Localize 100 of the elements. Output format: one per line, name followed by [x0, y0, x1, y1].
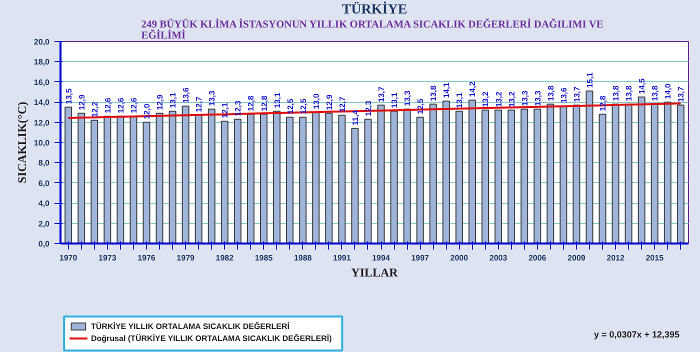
x-axis-title: YILLAR [351, 266, 398, 280]
x-tick-label: 2012 [606, 254, 625, 262]
bar [64, 106, 72, 244]
data-label: 13,8 [546, 84, 556, 102]
data-label: 15,1 [585, 72, 594, 88]
bar [299, 116, 307, 244]
bar [612, 104, 620, 244]
bar [416, 116, 424, 244]
x-tick-label: 1988 [294, 254, 312, 262]
data-label: 14,0 [664, 82, 673, 100]
y-tick-label: 18,0 [34, 58, 50, 67]
data-label: 11,4 [350, 110, 360, 126]
data-label: 13,7 [377, 86, 386, 102]
bar [208, 108, 216, 244]
data-label: 13,8 [429, 84, 438, 102]
data-label: 14,2 [468, 80, 478, 98]
x-tick-label: 1976 [138, 254, 156, 262]
x-tick-label: 1985 [254, 254, 274, 262]
data-label: 13,6 [559, 86, 568, 104]
data-label: 12,9 [77, 94, 86, 110]
data-label: 13,1 [272, 92, 282, 108]
data-label: 12,9 [324, 94, 334, 110]
data-label: 13,3 [403, 90, 412, 106]
y-tick-label: 10,0 [34, 138, 50, 148]
data-label: 12,3 [364, 100, 373, 116]
data-label: 12,3 [234, 100, 243, 116]
data-label: 13,3 [208, 90, 217, 106]
y-tick-label: 16,0 [34, 78, 50, 87]
data-label: 13,3 [520, 90, 530, 106]
bar [468, 100, 476, 244]
bar [338, 114, 346, 244]
x-tick-label: 1994 [372, 254, 390, 262]
bar [246, 114, 254, 244]
data-label: 12,8 [246, 95, 256, 112]
legend-label: Doğrusal (TÜRKİYE YILLIK ORTALAMA SICAKLIK DEĞERLERİ) [91, 333, 332, 343]
data-label: 12,8 [260, 95, 269, 112]
data-label: 12,2 [90, 101, 100, 118]
data-label: 13,5 [64, 88, 74, 104]
y-tick-label: 14,0 [34, 98, 50, 108]
data-label: 14,5 [638, 78, 647, 94]
y-tick-label: 4,0 [38, 199, 50, 208]
bar [168, 110, 176, 244]
bar [598, 114, 606, 244]
bar [534, 108, 542, 244]
bar [508, 110, 516, 244]
bar [560, 106, 568, 244]
bar [586, 90, 594, 244]
bar [130, 116, 138, 244]
data-label: 12,7 [338, 96, 347, 112]
x-tick-label: 2006 [528, 254, 547, 262]
bar [273, 110, 281, 244]
data-label: 12,6 [103, 97, 112, 114]
bar [638, 96, 646, 244]
bar [676, 104, 684, 244]
data-label: 13,2 [481, 91, 490, 108]
bar [286, 116, 294, 244]
bar [142, 122, 150, 244]
bar [494, 110, 502, 244]
data-label: 13,2 [494, 91, 504, 108]
x-tick-label: 1997 [411, 254, 430, 262]
bar [664, 102, 672, 244]
bar [624, 104, 632, 244]
data-label: 13,8 [650, 84, 660, 102]
bar [116, 116, 124, 244]
data-label: 13,8 [612, 84, 621, 102]
bar [403, 108, 411, 244]
y-tick-label: 20,0 [34, 38, 50, 46]
data-label: 12,5 [416, 98, 426, 114]
data-label: 13,6 [182, 86, 191, 104]
legend-label: TÜRKİYE YILLIK ORTALAMA SICAKLIK DEĞERLERİ [91, 321, 290, 331]
y-tick-label: 8,0 [38, 158, 50, 168]
bar [325, 112, 333, 244]
data-label: 13,7 [676, 86, 686, 102]
bar [194, 114, 202, 244]
y-tick-label: 2,0 [38, 219, 50, 228]
bar [312, 112, 320, 244]
bar [220, 120, 228, 244]
data-label: 13,3 [533, 90, 542, 106]
data-label: 13,8 [624, 84, 634, 102]
bar [442, 100, 450, 244]
x-tick-label: 1979 [176, 254, 196, 262]
bar [572, 104, 580, 244]
bar [481, 110, 490, 244]
x-tick-label: 1970 [59, 254, 78, 262]
data-label: 14,1 [442, 82, 452, 98]
data-label: 13,0 [312, 93, 321, 110]
bar [390, 110, 398, 244]
x-tick-label: 2003 [489, 254, 508, 262]
data-label: 12,6 [116, 97, 126, 114]
bar [650, 104, 658, 244]
x-tick-label: 2009 [568, 254, 586, 262]
bar [520, 108, 528, 244]
bar [351, 128, 359, 244]
data-label: 13,2 [507, 91, 516, 108]
x-tick-label: 2015 [646, 254, 664, 262]
bar [234, 118, 242, 244]
data-label: 12,6 [129, 97, 138, 114]
chart-title: TÜRKİYE [342, 2, 408, 18]
y-axis-title: SICAKLIK(°C) [14, 102, 29, 184]
bar [104, 116, 112, 244]
